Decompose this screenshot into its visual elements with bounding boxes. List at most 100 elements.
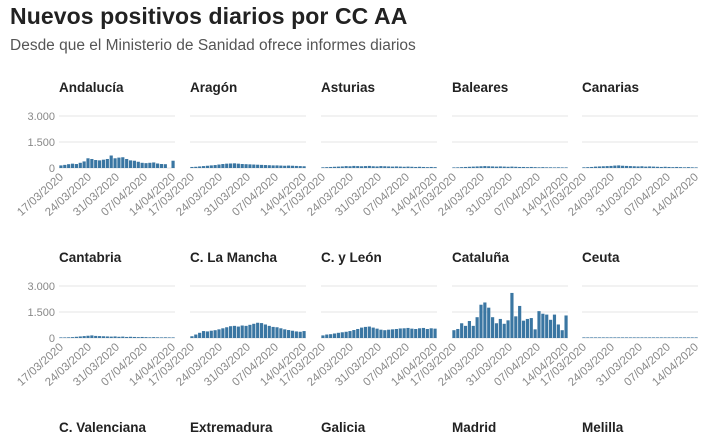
bar-ceuta — [601, 337, 605, 338]
bar-c-y-leon — [321, 335, 325, 338]
bar-canarias — [663, 166, 667, 168]
bar-c-la-mancha — [194, 334, 198, 338]
y-tick-label: 3.000 — [27, 281, 55, 293]
bar-c-y-leon — [363, 326, 368, 338]
bar-andalucia — [144, 163, 148, 168]
bar-cataluna — [541, 313, 545, 338]
bar-cantabria — [94, 335, 98, 338]
bar-andalucia — [109, 155, 113, 168]
bar-cantabria — [125, 336, 129, 338]
panel-title-c-valenciana: C. Valenciana — [59, 420, 147, 435]
bar-c-y-leon — [406, 327, 410, 338]
bar-canarias — [671, 167, 675, 168]
bar-canarias — [675, 166, 679, 168]
bar-c-la-mancha — [283, 329, 287, 338]
bar-cataluna — [510, 292, 514, 338]
bar-baleares — [518, 166, 522, 168]
bar-ceuta — [682, 337, 687, 338]
bar-c-y-leon — [367, 326, 371, 338]
bar-asturias — [414, 166, 418, 168]
bar-canarias — [648, 166, 652, 168]
bar-baleares — [479, 166, 483, 168]
bar-c-y-leon — [360, 327, 364, 338]
bar-cataluna — [491, 317, 495, 338]
bar-aragon — [279, 165, 283, 168]
bar-baleares — [471, 166, 475, 168]
bar-c-la-mancha — [248, 324, 252, 338]
bar-aragon — [263, 165, 267, 168]
bar-cantabria — [70, 337, 75, 338]
bar-andalucia — [105, 158, 109, 168]
bar-cantabria — [74, 336, 78, 338]
bar-cataluna — [502, 323, 506, 338]
bar-baleares — [506, 166, 510, 168]
bar-ceuta — [636, 337, 640, 338]
bar-andalucia — [152, 162, 156, 168]
bar-ceuta — [613, 337, 617, 338]
bar-aragon — [236, 163, 240, 168]
bar-cantabria — [144, 337, 148, 338]
bar-aragon — [302, 166, 306, 168]
bar-baleares — [537, 167, 541, 168]
bar-canarias — [636, 166, 640, 168]
bar-c-la-mancha — [221, 328, 225, 338]
panel-title-melilla: Melilla — [582, 420, 624, 435]
bar-c-y-leon — [390, 329, 395, 338]
bar-ceuta — [644, 337, 648, 338]
bar-andalucia — [125, 158, 129, 168]
bar-cantabria — [148, 337, 152, 338]
y-tick-label: 1.500 — [27, 137, 55, 149]
bar-asturias — [425, 167, 429, 168]
bar-cantabria — [78, 336, 82, 338]
bar-andalucia — [59, 165, 63, 168]
bar-canarias — [640, 166, 644, 168]
bar-c-y-leon — [352, 330, 356, 338]
panel-title-madrid: Madrid — [452, 420, 496, 435]
bar-canarias — [651, 166, 656, 168]
bar-asturias — [398, 166, 402, 168]
bar-aragon — [217, 164, 221, 168]
panel-title-asturias: Asturias — [321, 80, 375, 95]
bar-cataluna — [552, 314, 557, 338]
bar-c-la-mancha — [287, 330, 291, 338]
bar-canarias — [694, 167, 698, 168]
bar-ceuta — [651, 337, 656, 338]
panel-title-canarias: Canarias — [582, 80, 639, 95]
bar-c-y-leon — [344, 331, 348, 338]
bar-andalucia — [86, 158, 90, 168]
bar-ceuta — [597, 337, 601, 338]
bar-cantabria — [98, 336, 102, 338]
bar-aragon — [290, 165, 295, 168]
bar-c-la-mancha — [205, 331, 209, 338]
bar-asturias — [375, 166, 379, 168]
bar-ceuta — [621, 337, 625, 338]
bar-cataluna — [549, 319, 553, 338]
bar-c-y-leon — [325, 334, 329, 338]
bar-c-y-leon — [329, 334, 333, 338]
bar-cataluna — [475, 317, 479, 338]
bar-cataluna — [487, 307, 491, 338]
bar-asturias — [356, 166, 360, 168]
bar-asturias — [410, 166, 414, 168]
bar-cantabria — [63, 337, 67, 338]
bar-canarias — [682, 167, 687, 168]
panel-title-galicia: Galicia — [321, 420, 366, 435]
bar-c-y-leon — [332, 333, 337, 338]
panel-title-aragon: Aragón — [190, 80, 237, 95]
bar-asturias — [325, 167, 329, 168]
bar-andalucia — [159, 164, 164, 168]
bar-andalucia — [156, 163, 160, 168]
bar-aragon — [248, 164, 252, 168]
bar-canarias — [655, 166, 659, 168]
bar-cantabria — [171, 337, 175, 338]
bar-andalucia — [128, 160, 133, 168]
bar-cataluna — [518, 305, 522, 338]
bar-asturias — [340, 166, 344, 168]
bar-canarias — [586, 167, 590, 168]
y-tick-label: 1.500 — [27, 307, 55, 319]
bar-andalucia — [140, 162, 144, 168]
bar-c-la-mancha — [198, 332, 202, 338]
bar-ceuta — [659, 337, 663, 338]
bar-ceuta — [648, 337, 652, 338]
bar-canarias — [605, 166, 609, 168]
